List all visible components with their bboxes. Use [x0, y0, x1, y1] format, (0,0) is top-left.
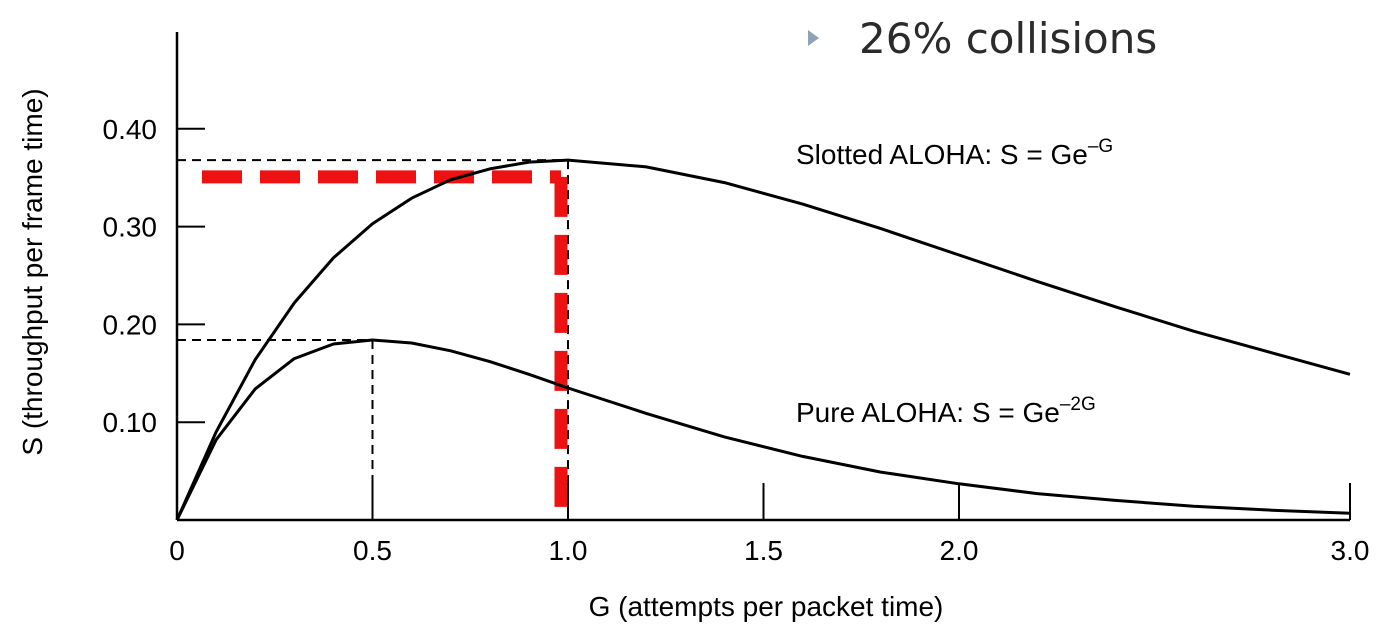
- triangle-bullet-icon: [808, 29, 819, 46]
- bullet-text: 26% collisions: [859, 14, 1158, 63]
- x-tick-label-1.5: 1.5: [744, 535, 783, 566]
- y-axis-title: S (throughput per frame time): [17, 88, 48, 455]
- pure-curve: [175, 338, 1351, 521]
- axis-ticks: 0 0.5 1.0 1.5 2.0 3.0 0.10 0.20 0.30 0.40: [103, 114, 1370, 566]
- y-tick-label-0.30: 0.30: [103, 212, 158, 243]
- highlight-lines: [202, 170, 568, 520]
- x-tick-label-3.0: 3.0: [1331, 535, 1370, 566]
- x-tick-label-0.5: 0.5: [353, 535, 392, 566]
- x-tick-label-0: 0: [169, 535, 185, 566]
- series-curves: [175, 158, 1351, 521]
- x-tick-label-2.0: 2.0: [940, 535, 979, 566]
- pure-formula: Pure ALOHA: S = Ge–2G: [796, 394, 1096, 428]
- y-tick-label-0.10: 0.10: [103, 407, 158, 438]
- x-tick-label-1.0: 1.0: [549, 535, 588, 566]
- slotted-curve: [175, 158, 1351, 521]
- slotted-formula-exponent: –G: [1088, 136, 1113, 157]
- pure-formula-exponent: –2G: [1060, 394, 1096, 415]
- x-axis-title: G (attempts per packet time): [589, 591, 944, 622]
- reference-lines: [177, 159, 569, 520]
- slotted-formula: Slotted ALOHA: S = Ge–G: [796, 136, 1113, 170]
- bullet-point: 26% collisions: [808, 14, 1157, 63]
- y-tick-label-0.40: 0.40: [103, 114, 158, 145]
- slotted-formula-text: Slotted ALOHA: S = Ge: [796, 139, 1088, 170]
- y-tick-label-0.20: 0.20: [103, 309, 158, 340]
- pure-formula-text: Pure ALOHA: S = Ge: [796, 397, 1060, 428]
